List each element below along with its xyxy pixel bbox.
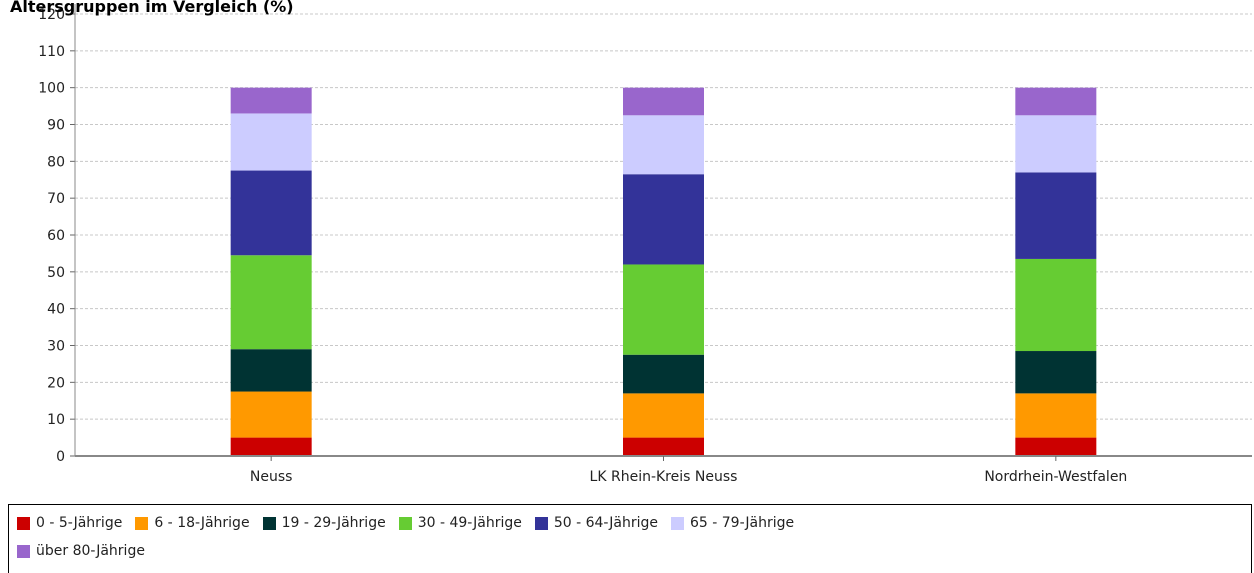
bar-segment <box>230 170 312 256</box>
legend-item: 19 - 29-Jährige <box>262 515 386 531</box>
legend-label: über 80-Jährige <box>36 543 145 559</box>
bar-segment <box>1015 258 1097 352</box>
axis-layer: 0 10 20 30 40 50 60 70 80 90 100 110 120 Neuss LK Rhei… <box>38 4 1252 485</box>
legend-swatch <box>670 516 684 530</box>
legend-label: 50 - 64-Jährige <box>553 515 658 531</box>
x-category-label: LK Rhein-Kreis Neuss <box>590 469 738 485</box>
y-tick-label: 30 <box>47 339 65 355</box>
legend-item: 50 - 64-Jährige <box>534 515 658 531</box>
legend-swatch <box>17 516 30 530</box>
bar-segment <box>230 391 312 438</box>
y-tick-label: 100 <box>38 81 65 97</box>
legend-item: 65 - 79-Jährige <box>670 515 795 531</box>
legend-swatch <box>398 516 412 530</box>
bar-segment <box>1015 437 1097 456</box>
legend-label: 0 - 5-Jährige <box>36 515 123 531</box>
bar-segment <box>230 113 312 171</box>
bar-segment <box>623 437 704 456</box>
legend-item: 0 - 5-Jährige <box>17 515 122 531</box>
bar-segment <box>623 174 704 265</box>
x-category-label: Neuss <box>250 469 293 485</box>
legend-swatch <box>135 516 149 530</box>
legend: 0 - 5-Jährige 6 - 18-Jährige 19 - 29-Jähri… <box>8 504 1252 573</box>
legend-row: über 80-Jährige <box>17 543 158 559</box>
legend-item: 30 - 49-Jährige <box>398 515 522 531</box>
legend-swatch <box>534 516 548 530</box>
y-tick-label: 70 <box>47 191 65 207</box>
bar-segment <box>1015 87 1097 116</box>
legend-label: 6 - 18-Jährige <box>154 515 250 531</box>
legend-label: 30 - 49-Jährige <box>417 515 522 531</box>
bar-segment <box>1015 172 1097 259</box>
bar-segment <box>230 437 312 456</box>
bar-segment <box>230 349 312 392</box>
bar-segment <box>623 264 704 355</box>
y-tick-label: 90 <box>47 118 65 134</box>
y-tick-label: 60 <box>47 228 65 244</box>
legend-item: über 80-Jährige <box>17 543 145 559</box>
y-tick-label: 120 <box>38 7 65 23</box>
bars-layer <box>230 87 1097 456</box>
bar-segment <box>1015 393 1097 438</box>
bar-segment <box>623 115 704 175</box>
legend-row: 0 - 5-Jährige 6 - 18-Jährige 19 - 29-Jähri… <box>17 515 807 531</box>
legend-item: 6 - 18-Jährige <box>135 515 250 531</box>
y-tick-label: 40 <box>47 302 65 318</box>
bar-segment <box>230 87 312 114</box>
x-category-label: Nordrhein-Westfalen <box>984 469 1127 485</box>
y-tick-label: 50 <box>47 265 65 281</box>
bar-segment <box>230 255 312 350</box>
bar-segment <box>1015 351 1097 394</box>
y-tick-label: 80 <box>47 154 65 170</box>
legend-label: 65 - 79-Jährige <box>689 515 795 531</box>
legend-swatch <box>17 544 30 558</box>
stacked-bar-chart: 0 10 20 30 40 50 60 70 80 90 100 110 120 Neuss LK Rhei… <box>10 0 1252 485</box>
bar-segment <box>1015 115 1097 173</box>
y-tick-label: 10 <box>47 412 65 428</box>
chart-title: Altersgruppen im Vergleich (%) <box>10 0 294 16</box>
y-tick-label: 20 <box>47 375 65 391</box>
legend-label: 19 - 29-Jährige <box>281 515 386 531</box>
bar-segment <box>623 393 704 438</box>
bar-segment <box>623 354 704 394</box>
legend-swatch <box>262 516 276 530</box>
y-tick-label: 110 <box>38 44 65 60</box>
bar-segment <box>623 87 704 116</box>
y-tick-label: 0 <box>56 449 65 465</box>
